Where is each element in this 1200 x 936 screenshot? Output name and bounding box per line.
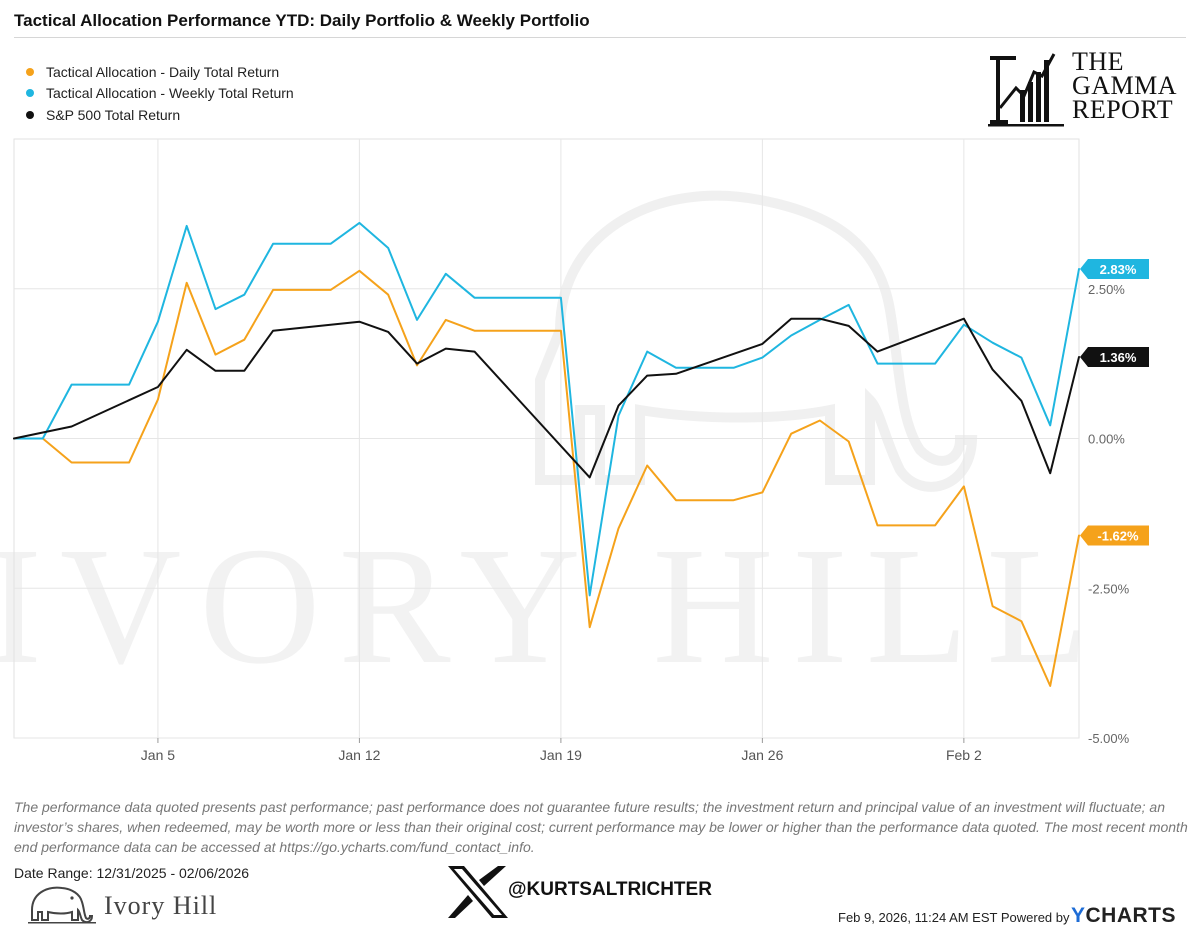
ivory-hill-watermark: IVORY HILL <box>0 190 1107 699</box>
legend-swatch-daily <box>26 67 34 76</box>
gamma-word-report: REPORT <box>1072 95 1174 124</box>
end-label-daily-box <box>1080 525 1149 546</box>
y-tick-label: 0.00% <box>1088 432 1125 447</box>
x-tick-label: Jan 19 <box>540 747 582 763</box>
end-label-weekly: 2.83% <box>1080 258 1149 279</box>
y-tick-label: -2.50% <box>1088 581 1130 596</box>
series-lines <box>13 221 1080 687</box>
grid-lines <box>14 139 1079 739</box>
legend-item-daily[interactable]: Tactical Allocation - Daily Total Return <box>26 61 294 83</box>
legend-item-sp500[interactable]: S&P 500 Total Return <box>26 104 294 126</box>
x-tick-label: Jan 12 <box>338 747 380 763</box>
end-label-sp500: 1.36% <box>1080 347 1149 368</box>
series-line-weekly <box>13 221 1080 597</box>
footer-timestamp: Feb 9, 2026, 11:24 AM EST Powered by <box>838 910 1070 925</box>
gamma-word-gamma: GAMMA <box>1072 71 1178 100</box>
title-divider <box>14 37 1186 38</box>
end-label-weekly-box <box>1080 258 1149 279</box>
gamma-word-the: THE <box>1072 47 1125 76</box>
end-label-sp500-box <box>1080 347 1149 368</box>
ycharts-y: Y <box>1071 904 1086 927</box>
x-icon <box>448 866 508 918</box>
chart-legend: Tactical Allocation - Daily Total Return… <box>26 61 294 126</box>
performance-disclaimer: The performance data quoted presents pas… <box>14 799 1188 855</box>
legend-item-weekly[interactable]: Tactical Allocation - Weekly Total Retur… <box>26 83 294 105</box>
elephant-icon <box>28 886 96 924</box>
series-line-sp500 <box>13 317 1080 479</box>
end-label-daily: -1.62% <box>1080 525 1149 546</box>
ivory-hill-wordmark: Ivory Hill <box>104 891 218 920</box>
y-tick-label: -5.00% <box>1088 731 1130 746</box>
legend-swatch-weekly <box>26 89 34 98</box>
watermark-text: IVORY HILL <box>0 513 1107 699</box>
chart-title: Tactical Allocation Performance YTD: Dai… <box>14 11 590 30</box>
x-tick-label: Feb 2 <box>946 747 982 763</box>
end-label-weekly-text: 2.83% <box>1100 262 1137 277</box>
gamma-report-wordmark: THE GAMMA REPORT <box>1072 47 1178 124</box>
x-handle[interactable]: @KURTSALTRICHTER <box>508 879 712 900</box>
end-label-sp500-text: 1.36% <box>1100 350 1137 365</box>
end-value-labels: 2.83% 1.36% -1.62% <box>1080 258 1149 546</box>
end-label-daily-text: -1.62% <box>1097 529 1139 544</box>
watermark-elephant <box>535 190 978 492</box>
ycharts-rest: CHARTS <box>1085 904 1177 927</box>
legend-label-daily: Tactical Allocation - Daily Total Return <box>46 63 280 80</box>
legend-swatch-sp500 <box>26 110 34 119</box>
y-tick-label: 2.50% <box>1088 282 1125 297</box>
ycharts-logo: YCHARTS <box>1071 904 1176 928</box>
legend-label-weekly: Tactical Allocation - Weekly Total Retur… <box>46 85 294 102</box>
gamma-report-logo-icon <box>988 53 1064 127</box>
x-tick-label: Jan 26 <box>741 747 783 763</box>
legend-label-sp500: S&P 500 Total Return <box>46 106 181 123</box>
x-tick-label: Jan 5 <box>141 747 175 763</box>
series-line-daily <box>13 269 1080 687</box>
axes: 2.50% 0.00% -2.50% -5.00% Jan 5 Jan 12 Jan 19 J… <box>141 282 1130 763</box>
date-range: Date Range: 12/31/2025 - 02/06/2026 <box>14 865 250 881</box>
